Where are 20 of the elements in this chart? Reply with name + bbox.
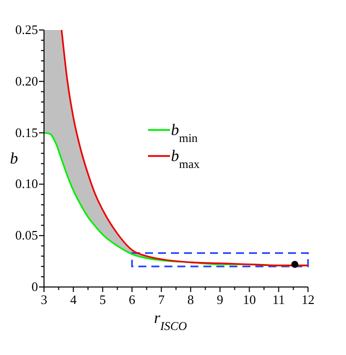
y-tick-label: 0.15: [15, 124, 38, 140]
x-tick-label: 4: [70, 292, 78, 307]
x-tick-label: 9: [216, 292, 224, 307]
x-tick-label: 7: [158, 292, 166, 307]
x-tick-label: 5: [99, 292, 106, 307]
legend-label: b$_{max}$: [171, 148, 200, 172]
y-tick-label: 0.20: [15, 73, 38, 88]
x-tick-label: 6: [128, 292, 136, 307]
x-tick-label: 12: [302, 292, 314, 307]
x-axis-title: r$_{ISCO}$: [154, 310, 188, 334]
x-tick-label: 8: [187, 292, 194, 307]
y-tick-label: 0: [32, 279, 38, 294]
y-axis-title: b: [10, 150, 18, 168]
y-tick-label: 0.10: [15, 176, 38, 192]
legend-label: b$_{min}$: [171, 122, 198, 146]
x-tick-label: 11: [272, 292, 285, 307]
x-tick-label: 3: [40, 292, 48, 307]
x-tick-label: 10: [242, 292, 256, 307]
y-tick-label: 0.05: [15, 228, 38, 243]
y-tick-label: 0.25: [15, 22, 38, 37]
